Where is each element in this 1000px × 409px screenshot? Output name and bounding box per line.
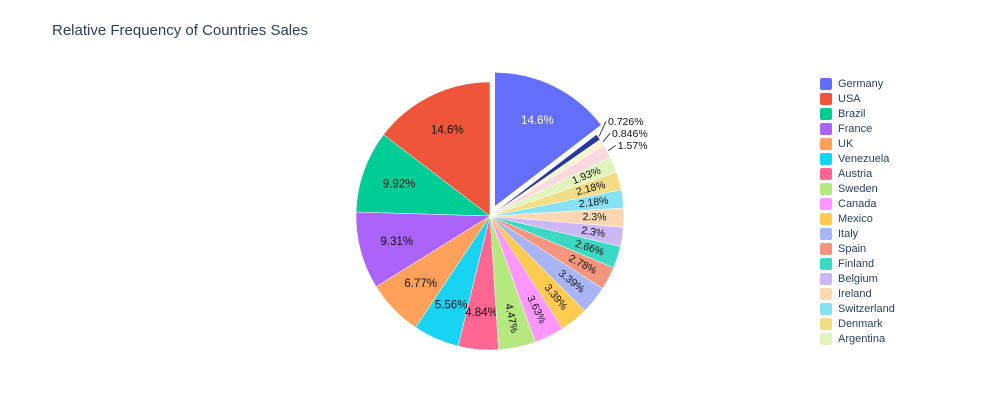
legend-item-france[interactable]: France <box>820 121 895 136</box>
legend-item-brazil[interactable]: Brazil <box>820 106 895 121</box>
legend-label: Spain <box>838 242 867 255</box>
legend-label: Finland <box>838 257 875 270</box>
slice-label: 9.31% <box>381 236 414 248</box>
legend-label: Germany <box>838 77 884 90</box>
legend-label: Italy <box>838 227 859 240</box>
legend-label: Austria <box>838 167 873 180</box>
legend-item-spain[interactable]: Spain <box>820 241 895 256</box>
slice-label: 4.84% <box>465 307 498 319</box>
legend-item-sweden[interactable]: Sweden <box>820 181 895 196</box>
pie-slice-france[interactable] <box>355 211 491 288</box>
slice-label: 14.6% <box>431 125 464 137</box>
legend-swatch <box>820 212 832 225</box>
legend-swatch <box>820 137 832 150</box>
legend-swatch <box>820 92 832 105</box>
slice-label: 5.56% <box>435 299 468 311</box>
legend-item-usa[interactable]: USA <box>820 91 895 106</box>
label-leader-line <box>598 121 607 137</box>
legend-label: Sweden <box>838 182 878 195</box>
legend-swatch <box>820 287 832 300</box>
legend-label: Venezuela <box>838 152 890 165</box>
legend-label: Mexico <box>838 212 873 225</box>
legend-label: Switzerland <box>838 302 895 315</box>
legend-label: Belgium <box>838 272 878 285</box>
legend-swatch <box>820 257 832 270</box>
legend-swatch <box>820 107 832 120</box>
legend-item-canada[interactable]: Canada <box>820 196 895 211</box>
slice-label: 2.3% <box>582 211 606 223</box>
legend-label: Denmark <box>838 317 883 330</box>
legend-label: Argentina <box>838 332 886 345</box>
legend-item-mexico[interactable]: Mexico <box>820 211 895 226</box>
legend-label: UK <box>838 137 854 150</box>
legend-swatch <box>820 197 832 210</box>
slice-label: 2.18% <box>578 195 609 211</box>
legend-label: Canada <box>838 197 877 210</box>
legend-item-uk[interactable]: UK <box>820 136 895 151</box>
legend-label: Ireland <box>838 287 872 300</box>
slice-label: 14.6% <box>521 115 554 127</box>
legend-swatch <box>820 77 832 90</box>
legend-swatch <box>820 272 832 285</box>
legend-swatch <box>820 242 832 255</box>
legend-label: France <box>838 122 873 135</box>
pie-slice-0.726%[interactable] <box>489 134 601 217</box>
legend-swatch <box>820 122 832 135</box>
pie-slice-brazil[interactable] <box>355 134 491 217</box>
legend-swatch <box>820 317 832 330</box>
chart-legend: Germany USA Brazil France UK Venezuela Austria… <box>820 76 895 346</box>
label-leader-line <box>607 144 617 152</box>
legend-item-finland[interactable]: Finland <box>820 256 895 271</box>
legend-label: Brazil <box>838 107 866 120</box>
legend-swatch <box>820 332 832 345</box>
legend-swatch <box>820 302 832 315</box>
slice-label: 9.92% <box>383 179 416 191</box>
slice-label: 1.57% <box>618 140 648 152</box>
legend-item-belgium[interactable]: Belgium <box>820 271 895 286</box>
legend-swatch <box>820 152 832 165</box>
pie-slice-usa[interactable] <box>383 81 491 217</box>
label-leader-line <box>602 133 611 143</box>
slice-label: 4.47% <box>502 303 520 335</box>
legend-swatch <box>820 227 832 240</box>
pie-slice-germany[interactable] <box>494 72 602 207</box>
legend-item-denmark[interactable]: Denmark <box>820 316 895 331</box>
slice-label: 6.77% <box>404 278 437 290</box>
slice-label: 0.726% <box>608 116 644 128</box>
legend-item-switzerland[interactable]: Switzerland <box>820 301 895 316</box>
chart-title: Relative Frequency of Countries Sales <box>52 22 308 39</box>
legend-label: USA <box>838 92 861 105</box>
legend-item-venezuela[interactable]: Venezuela <box>820 151 895 166</box>
legend-item-austria[interactable]: Austria <box>820 166 895 181</box>
legend-item-argentina[interactable]: Argentina <box>820 331 895 346</box>
legend-swatch <box>820 182 832 195</box>
legend-swatch <box>820 167 832 180</box>
legend-item-ireland[interactable]: Ireland <box>820 286 895 301</box>
legend-item-germany[interactable]: Germany <box>820 76 895 91</box>
slice-label: 2.3% <box>580 225 606 241</box>
slice-label: 0.846% <box>612 128 648 140</box>
legend-item-italy[interactable]: Italy <box>820 226 895 241</box>
